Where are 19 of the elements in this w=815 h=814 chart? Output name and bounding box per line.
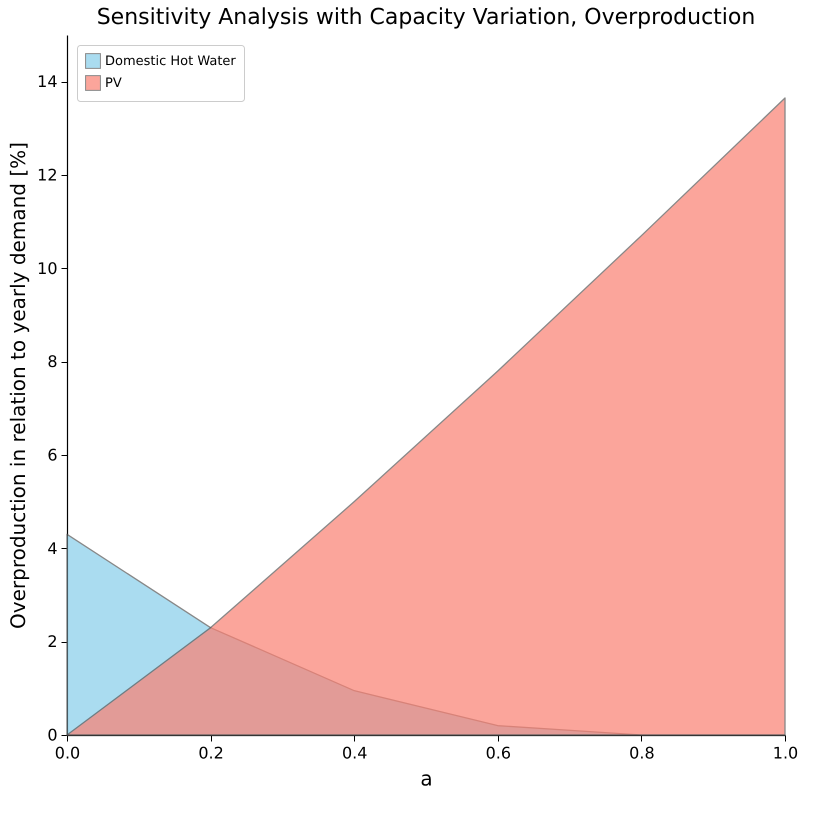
y-tick-label: 12 bbox=[37, 166, 58, 184]
x-tick-label: 0.0 bbox=[54, 744, 80, 762]
y-tick-label: 6 bbox=[47, 446, 58, 464]
x-tick-label: 0.2 bbox=[198, 744, 224, 762]
x-tick-label: 0.4 bbox=[342, 744, 368, 762]
legend-label: PV bbox=[105, 76, 122, 91]
y-tick-label: 4 bbox=[47, 538, 58, 558]
x-tick-label: 0.8 bbox=[629, 744, 655, 762]
y-tick-label: 14 bbox=[37, 72, 58, 92]
chart-title: Sensitivity Analysis with Capacity Variation, Overproduction bbox=[96, 5, 756, 30]
legend-label: Domestic Hot Water bbox=[105, 54, 236, 69]
y-axis-title: Overproduction in relation to yearly demand [%] bbox=[6, 142, 30, 629]
x-tick-label: 0.6 bbox=[486, 744, 512, 762]
y-tick-label: 10 bbox=[37, 258, 58, 278]
y-tick-label: 2 bbox=[47, 632, 58, 652]
y-tick-label: 0 bbox=[47, 726, 58, 744]
x-tick-label: 1.0 bbox=[772, 744, 798, 762]
y-tick-label: 8 bbox=[47, 352, 58, 372]
x-axis-title: a bbox=[420, 766, 433, 790]
